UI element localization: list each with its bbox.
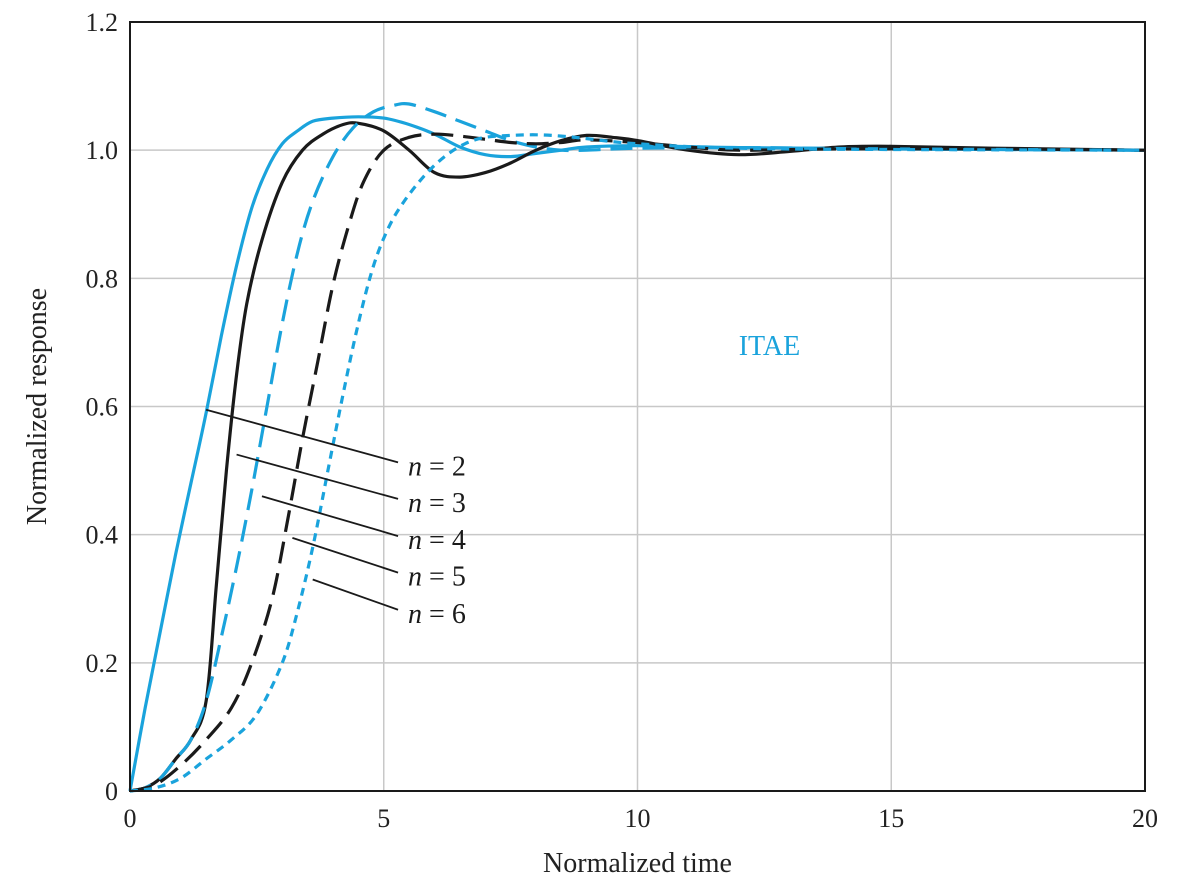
y-axis-title: Normalized response [22,288,53,525]
y-tick-label: 0.2 [86,649,119,678]
series-line-n6 [129,133,1146,793]
y-tick-label: 0.4 [86,521,119,550]
leader-line-n2 [205,408,399,464]
tick-labels: 0 5 10 15 20 0 0.2 0.4 0.6 0.8 1.0 1.2 [86,8,1159,833]
series-leader-lines [205,408,399,611]
leader-line-n4 [261,495,399,537]
series-label-n2: n = 2 [408,451,466,482]
y-tick-label: 0.8 [86,264,119,293]
leader-line-n5 [292,537,399,574]
x-axis-title: Normalized time [543,848,732,879]
leader-line-n3 [236,453,399,500]
series-labels: n = 2 n = 3 n = 4 n = 5 n = 6 [408,451,466,629]
plot-frame [129,21,1146,792]
y-tick-label: 1.2 [86,8,119,37]
series-lines [128,101,1146,793]
x-tick-label: 15 [878,804,904,833]
y-tick-label: 0 [105,777,118,806]
itae-annotation: ITAE [739,331,801,362]
y-tick-label: 1.0 [86,136,119,165]
x-tick-label: 20 [1132,804,1158,833]
series-line-n5 [129,132,1146,793]
series-label-n6: n = 6 [408,599,466,630]
leader-line-n6 [312,578,399,611]
x-tick-label: 5 [377,804,390,833]
series-label-n4: n = 4 [408,525,466,556]
x-tick-label: 0 [124,804,137,833]
x-tick-label: 10 [625,804,651,833]
series-line-n2 [128,115,1146,792]
series-label-n5: n = 5 [408,562,466,593]
series-label-n3: n = 3 [408,488,466,519]
series-line-n3 [129,121,1146,793]
y-tick-label: 0.6 [86,393,119,422]
